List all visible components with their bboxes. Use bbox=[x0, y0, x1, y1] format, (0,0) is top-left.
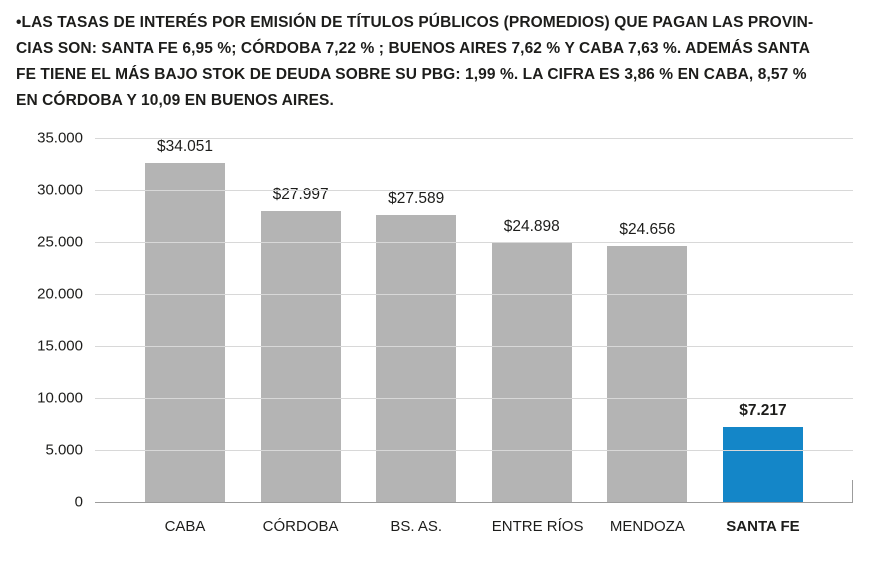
bar-column: $24.656 bbox=[607, 138, 688, 502]
bar bbox=[722, 426, 803, 502]
gridline bbox=[95, 346, 853, 347]
bar-column: $24.898 bbox=[491, 138, 572, 502]
bar-column: $27.997 bbox=[260, 138, 341, 502]
gridline bbox=[95, 190, 853, 191]
y-axis-tick-label: 30.000 bbox=[37, 181, 83, 199]
category-label: CÓRDOBA bbox=[262, 518, 339, 535]
y-axis-tick-label: 20.000 bbox=[37, 285, 83, 303]
bar bbox=[145, 163, 225, 502]
category-label: MENDOZA bbox=[609, 518, 685, 535]
bar-value-label: $7.217 bbox=[739, 401, 787, 419]
right-axis-tick bbox=[852, 480, 853, 502]
bar bbox=[376, 215, 457, 502]
plot-area: $34.051 $27.997 $27.589 $24.898 $24.656 $7.21… bbox=[37, 130, 853, 511]
bar-column: $27.589 bbox=[376, 138, 457, 502]
bars-container: $34.051 $27.997 $27.589 $24.898 $24.656 $7.21… bbox=[95, 138, 853, 502]
bar-column: $7.217 bbox=[722, 138, 803, 502]
bar-value-label: $24.656 bbox=[619, 220, 676, 238]
gridline bbox=[95, 294, 853, 295]
category-label: CABA bbox=[164, 518, 206, 535]
bar bbox=[491, 243, 572, 502]
y-axis-tick-label: 5.000 bbox=[45, 441, 83, 459]
intro-line: EN CÓRDOBA Y 10,09 EN BUENOS AIRES. bbox=[16, 92, 334, 109]
bar-chart: $34.051 $27.997 $27.589 $24.898 $24.656 $7.21… bbox=[0, 130, 870, 535]
bar-value-label: $24.898 bbox=[503, 218, 560, 236]
y-axis-tick-label: 35.000 bbox=[37, 129, 83, 147]
category-label: SANTA FE bbox=[726, 518, 800, 535]
bar bbox=[607, 245, 688, 502]
y-axis-tick-label: 10.000 bbox=[37, 389, 83, 407]
intro-line: FE TIENE EL MÁS BAJO STOK DE DEUDA SOBRE… bbox=[16, 66, 807, 83]
intro-line: •LAS TASAS DE INTERÉS POR EMISIÓN DE TÍT… bbox=[16, 14, 814, 31]
gridline bbox=[95, 398, 853, 399]
gridline bbox=[95, 138, 853, 139]
category-label: BS. AS. bbox=[390, 518, 443, 535]
y-axis-tick-label: 0 bbox=[74, 493, 83, 511]
gridline bbox=[95, 502, 853, 503]
bar-value-label: $27.589 bbox=[388, 190, 445, 208]
intro-line: CIAS SON: SANTA FE 6,95 %; CÓRDOBA 7,22 … bbox=[16, 40, 811, 57]
gridline bbox=[95, 242, 853, 243]
category-label: ENTRE RÍOS bbox=[491, 518, 584, 535]
bar bbox=[260, 210, 341, 502]
y-axis-tick-label: 15.000 bbox=[37, 337, 83, 355]
category-axis: CABA CÓRDOBA BS. AS. ENTRE RÍOS MENDOZA SANTA… bbox=[95, 518, 853, 535]
intro-text: •LAS TASAS DE INTERÉS POR EMISIÓN DE TÍT… bbox=[0, 0, 870, 114]
y-axis-tick-label: 25.000 bbox=[37, 233, 83, 251]
gridline bbox=[95, 450, 853, 451]
bar-value-label: $27.997 bbox=[272, 185, 329, 203]
bar-value-label: $34.051 bbox=[156, 138, 214, 155]
bar-column: $34.051 bbox=[145, 138, 225, 502]
